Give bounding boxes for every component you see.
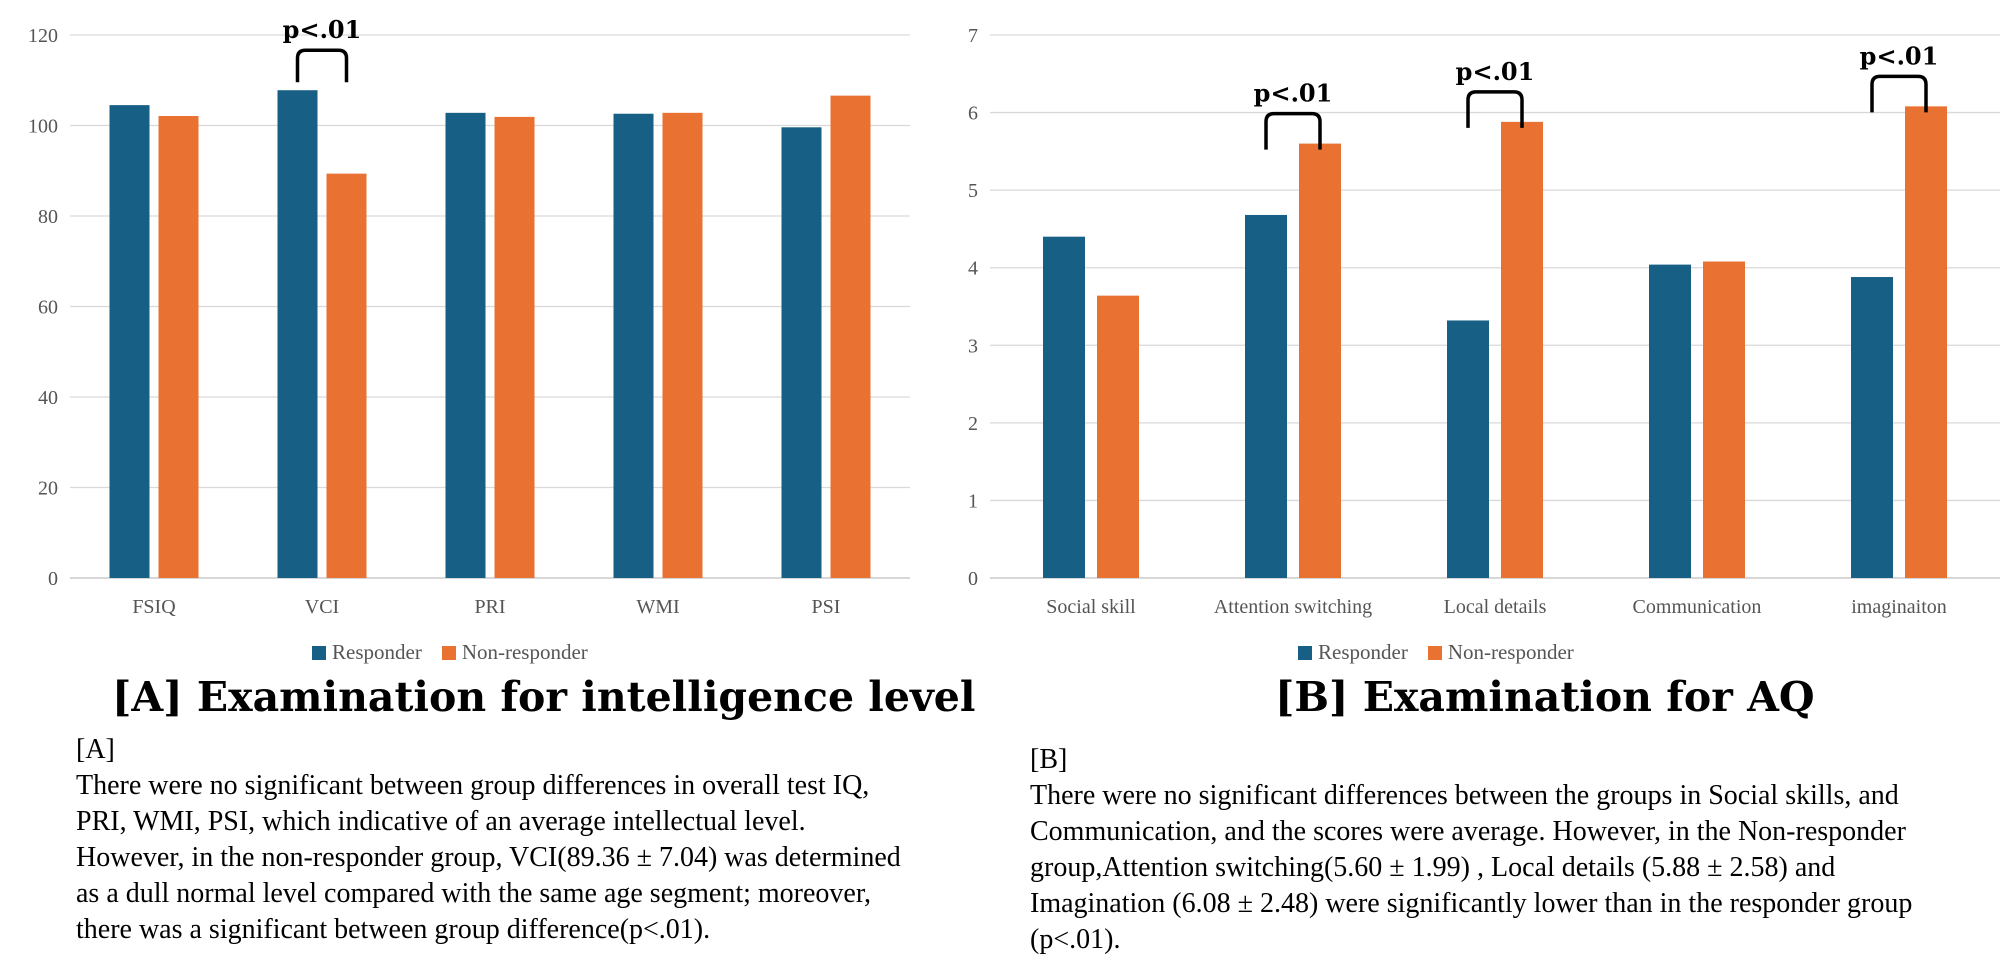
- legend-a: Responder Non-responder: [312, 640, 608, 665]
- legend-swatch-responder: [1298, 645, 1312, 660]
- y-tick-label: 3: [968, 335, 978, 357]
- significance-bracket: [1264, 111, 1322, 150]
- bar-responder-local-details: [1447, 320, 1489, 578]
- y-tick-label: 80: [38, 206, 58, 228]
- description-line: as a dull normal level compared with the…: [76, 878, 872, 909]
- legend-b: Responder Non-responder: [1298, 640, 1594, 665]
- y-tick-label: 0: [968, 568, 978, 590]
- significance-bracket: [1466, 90, 1524, 128]
- bar-non-responder-fsiq: [158, 115, 199, 578]
- y-tick-label: 1: [968, 490, 978, 512]
- bar-non-responder-attention-switching: [1299, 143, 1341, 578]
- bar-responder-attention-switching: [1245, 214, 1287, 579]
- description-line: There were no significant between group …: [76, 770, 870, 801]
- chart-b: 0 1 2 3 4 5 6 7 Social skill Attention switching p…: [968, 25, 2000, 618]
- legend-item-responder: Responder: [1298, 640, 1408, 665]
- legend-item-non-responder: Non-responder: [1427, 640, 1574, 665]
- description-line: There were no significant differences be…: [1030, 780, 1899, 811]
- panel-b: 0 1 2 3 4 5 6 7 Social skill Attention switching p…: [920, 0, 2007, 975]
- x-tick-label: Attention switching: [1214, 596, 1372, 618]
- legend-swatch-non-responder: [441, 645, 456, 660]
- bar-responder-social-skill: [1043, 236, 1085, 578]
- bar-responder-vci: [277, 90, 318, 578]
- bar-responder-psi: [781, 127, 822, 578]
- x-tick-label: VCI: [305, 596, 339, 618]
- description-text-b: There were no significant differences be…: [1030, 778, 1912, 958]
- description-line: PRI, WMI, PSI, which indicative of an av…: [76, 806, 806, 837]
- bar-non-responder-communication: [1703, 261, 1745, 578]
- description-line: Communication, and the scores were avera…: [1030, 816, 1906, 847]
- bar-non-responder-imaginaiton: [1905, 106, 1947, 578]
- description-label-b: [B]: [1030, 744, 1068, 775]
- description-label-a: [A]: [76, 734, 115, 765]
- y-tick-label: 100: [28, 116, 58, 138]
- significance-label: p<.01: [1860, 41, 1939, 70]
- legend-label-responder: Responder: [1318, 640, 1408, 664]
- legend-label-non-responder: Non-responder: [461, 640, 588, 664]
- x-tick-label: Communication: [1633, 596, 1762, 618]
- y-tick-label: 7: [968, 25, 978, 47]
- description-line: group,Attention switching(5.60 ± 1.99) ,…: [1030, 852, 1836, 883]
- significance-bracket: [295, 48, 349, 83]
- legend-swatch-responder: [312, 645, 326, 660]
- significance-bracket: [1870, 74, 1928, 113]
- description-line: Imagination (6.08 ± 2.48) were significa…: [1030, 888, 1913, 919]
- y-tick-label: 4: [968, 258, 978, 280]
- legend-label-responder: Responder: [332, 640, 422, 664]
- y-tick-label: 120: [28, 25, 58, 47]
- bar-non-responder-social-skill: [1097, 295, 1139, 578]
- bar-non-responder-wmi: [662, 112, 703, 578]
- bar-non-responder-local-details: [1501, 121, 1543, 578]
- bar-non-responder-vci: [326, 173, 367, 578]
- bar-non-responder-pri: [494, 116, 535, 578]
- x-tick-label: Social skill: [1046, 596, 1136, 618]
- y-tick-label: 0: [48, 568, 58, 590]
- x-tick-label: FSIQ: [132, 596, 176, 618]
- y-tick-label: 40: [38, 387, 58, 409]
- chart-title-b: [B] Examination for AQ: [1275, 673, 1815, 721]
- x-tick-label: Local details: [1444, 596, 1547, 618]
- chart-title-a: [A] Examination for intelligence level: [112, 673, 976, 721]
- legend-label-non-responder: Non-responder: [1447, 640, 1574, 664]
- legend-item-responder: Responder: [312, 640, 422, 665]
- bar-responder-communication: [1649, 264, 1691, 578]
- panel-a: 0 20 40 60 80 100 120 FSIQ VCI p<.01 PRI WMI PSI Res…: [0, 0, 975, 975]
- chart-a: 0 20 40 60 80 100 120 FSIQ VCI p<.01 PRI WMI PSI: [28, 15, 910, 618]
- description-line: there was a significant between group di…: [76, 914, 711, 945]
- bar-responder-fsiq: [109, 105, 150, 578]
- bar-non-responder-psi: [830, 95, 871, 578]
- bar-responder-imaginaiton: [1851, 277, 1893, 578]
- legend-swatch-non-responder: [1427, 645, 1442, 660]
- description-line: (p<.01).: [1030, 924, 1121, 955]
- legend-item-non-responder: Non-responder: [441, 640, 588, 665]
- y-tick-label: 5: [968, 180, 978, 202]
- x-tick-label: PRI: [474, 596, 505, 618]
- x-tick-label: imaginaiton: [1851, 596, 1947, 618]
- bar-responder-wmi: [613, 113, 654, 579]
- significance-label: p<.01: [1254, 79, 1333, 108]
- x-tick-label: PSI: [812, 596, 841, 618]
- y-tick-label: 60: [38, 297, 58, 319]
- bar-responder-pri: [445, 112, 486, 578]
- y-tick-label: 6: [968, 103, 978, 125]
- description-line: However, in the non-responder group, VCI…: [76, 842, 901, 873]
- x-tick-label: WMI: [636, 596, 679, 618]
- significance-label: p<.01: [1456, 57, 1535, 86]
- y-tick-label: 20: [38, 478, 58, 500]
- significance-label: p<.01: [283, 15, 362, 44]
- y-tick-label: 2: [968, 413, 978, 435]
- description-text-a: There were no significant between group …: [76, 768, 901, 948]
